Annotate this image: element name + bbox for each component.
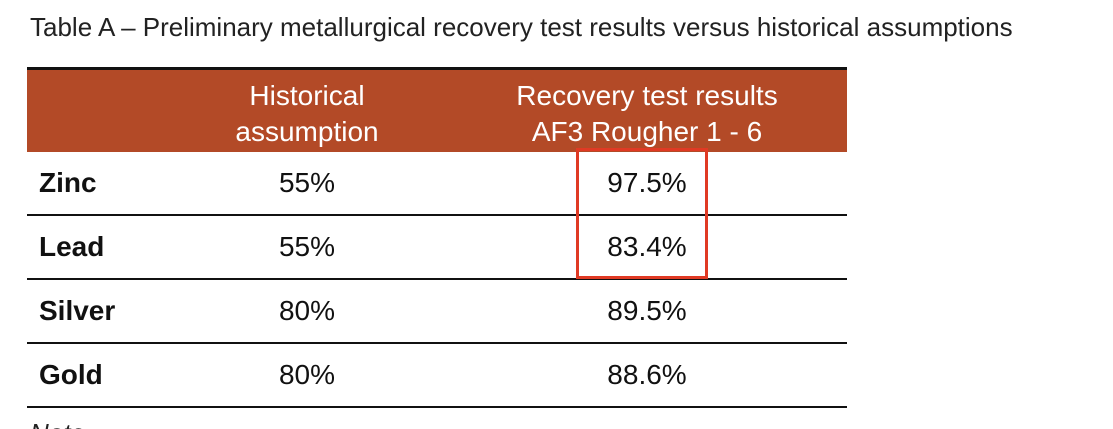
note-text: Note	[30, 418, 85, 429]
metal-label: Zinc	[39, 167, 97, 198]
header-historical-assumption: Historical assumption	[207, 78, 407, 150]
header-recovery-test-results: Recovery test results AF3 Rougher 1 - 6	[457, 78, 837, 150]
metal-label: Silver	[39, 295, 116, 326]
table-top-rule	[27, 67, 847, 70]
recovery-value: 83.4%	[607, 231, 687, 262]
historical-value: 80%	[278, 359, 336, 390]
table-row-silver: Silver 80% 89.5%	[27, 280, 847, 344]
historical-value: 80%	[278, 295, 336, 326]
header-recovery-line-1: Recovery test results	[516, 80, 778, 111]
header-historical-line-1: Historical	[249, 80, 365, 111]
table-header: Historical assumption Recovery test resu…	[27, 70, 847, 152]
table-caption: Table A – Preliminary metallurgical reco…	[30, 12, 1013, 42]
recovery-value: 89.5%	[607, 295, 687, 326]
table-row-zinc: Zinc 55% 97.5%	[27, 152, 847, 216]
table-row-gold: Gold 80% 88.6%	[27, 344, 847, 408]
metal-label: Lead	[39, 231, 105, 262]
header-historical-line-2: assumption	[235, 116, 379, 147]
table-row-lead: Lead 55% 83.4%	[27, 216, 847, 280]
metal-label: Gold	[39, 359, 103, 390]
historical-value: 55%	[278, 231, 336, 262]
historical-value: 55%	[278, 167, 336, 198]
recovery-table: Historical assumption Recovery test resu…	[27, 67, 847, 408]
recovery-value: 88.6%	[607, 359, 687, 390]
recovery-value: 97.5%	[607, 167, 687, 198]
header-recovery-line-2: AF3 Rougher 1 - 6	[531, 116, 763, 147]
